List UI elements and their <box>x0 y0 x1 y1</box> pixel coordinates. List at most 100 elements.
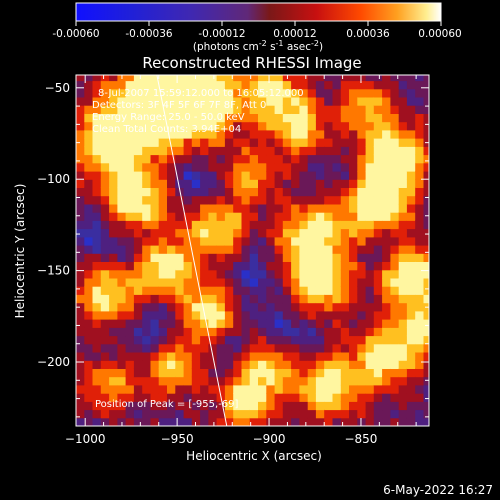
heatmap-cell <box>117 245 127 254</box>
heatmap-cell <box>92 327 102 337</box>
heatmap-cell <box>216 360 226 369</box>
heatmap-cell <box>406 162 416 172</box>
heatmap-cell <box>398 393 408 402</box>
heatmap-cell <box>241 310 251 320</box>
heatmap-cell <box>266 138 276 147</box>
heatmap-cell <box>92 88 102 98</box>
heatmap-cell <box>191 310 201 320</box>
heatmap-cell <box>76 179 85 188</box>
heatmap-cell <box>76 162 85 172</box>
heatmap-cell <box>117 294 127 304</box>
heatmap-cell <box>241 245 251 254</box>
heatmap-cell <box>84 277 94 287</box>
heatmap-cell <box>216 352 226 361</box>
heatmap-cell <box>76 253 85 262</box>
heatmap-cell <box>274 335 284 345</box>
heatmap-cell <box>100 393 110 402</box>
heatmap-cell <box>133 75 143 82</box>
heatmap-cell <box>324 277 334 287</box>
heatmap-cell <box>266 146 276 156</box>
heatmap-cell <box>109 417 118 426</box>
heatmap-cell <box>125 368 135 378</box>
heatmap-cell <box>208 376 218 386</box>
heatmap-cell <box>125 409 135 419</box>
heatmap-cell <box>274 228 284 238</box>
heatmap-cell <box>150 343 160 353</box>
heatmap-cell <box>133 245 143 254</box>
heatmap-cell <box>307 360 317 369</box>
heatmap-cell <box>365 261 375 271</box>
heatmap-cell <box>423 96 429 106</box>
heatmap-cell <box>415 360 425 369</box>
heatmap-cell <box>191 162 201 172</box>
heatmap-cell <box>183 319 193 328</box>
heatmap-cell <box>382 327 391 337</box>
heatmap-cell <box>125 261 135 271</box>
heatmap-cell <box>406 220 416 230</box>
heatmap-cell <box>76 129 85 139</box>
heatmap-cell <box>249 352 259 361</box>
heatmap-cell <box>332 261 342 271</box>
x-tick-label: −900 <box>253 432 286 446</box>
heatmap-cell <box>208 319 218 328</box>
heatmap-cell <box>100 368 110 378</box>
heatmap-cell <box>191 195 201 205</box>
heatmap-cell <box>200 261 209 271</box>
heatmap-cell <box>175 310 185 320</box>
heatmap-cell <box>357 212 367 221</box>
heatmap-cell <box>142 393 152 402</box>
heatmap-cell <box>349 310 358 320</box>
heatmap-cell <box>249 212 259 221</box>
heatmap-cell <box>92 376 102 386</box>
heatmap-cell <box>357 187 367 197</box>
heatmap-cell <box>307 384 317 394</box>
heatmap-cell <box>365 269 375 279</box>
heatmap-cell <box>167 310 176 320</box>
heatmap-cell <box>315 253 325 262</box>
heatmap-cell <box>258 269 267 279</box>
heatmap-cell <box>390 88 400 98</box>
heatmap-cell <box>340 409 350 419</box>
heatmap-cell <box>373 212 383 221</box>
heatmap-cell <box>125 179 135 188</box>
heatmap-cell <box>258 384 267 394</box>
heatmap-cell <box>291 228 300 238</box>
heatmap-cell <box>224 376 234 386</box>
heatmap-cell <box>332 277 342 287</box>
heatmap-cell <box>241 302 251 312</box>
heatmap-cell <box>249 146 259 156</box>
heatmap-cell <box>282 171 292 180</box>
heatmap-cell <box>340 261 350 271</box>
heatmap-cell <box>125 294 135 304</box>
heatmap-cell <box>406 352 416 361</box>
heatmap-cell <box>373 319 383 328</box>
heatmap-cell <box>224 245 234 254</box>
heatmap-cell <box>167 212 176 221</box>
heatmap-cell <box>224 352 234 361</box>
heatmap-cell <box>291 253 300 262</box>
colorbar-tick-label: -0.00012 <box>198 28 245 40</box>
heatmap-cell <box>307 105 317 114</box>
heatmap-cell <box>84 401 94 411</box>
heatmap-cell <box>175 88 185 98</box>
heatmap-cell <box>92 162 102 172</box>
heatmap-cell <box>357 121 367 131</box>
heatmap-cell <box>191 286 201 295</box>
heatmap-cell <box>340 368 350 378</box>
heatmap-cell <box>390 360 400 369</box>
heatmap-cell <box>324 302 334 312</box>
heatmap-cell <box>398 75 408 82</box>
heatmap-cell <box>200 376 209 386</box>
heatmap-cell <box>109 253 118 262</box>
heatmap-cell <box>224 228 234 238</box>
heatmap-cell <box>133 401 143 411</box>
heatmap-cell <box>349 384 358 394</box>
heatmap-cell <box>150 245 160 254</box>
heatmap-cell <box>183 393 193 402</box>
heatmap-cell <box>125 253 135 262</box>
heatmap-cell <box>150 294 160 304</box>
heatmap-cell <box>258 286 267 295</box>
heatmap-cell <box>406 236 416 246</box>
heatmap-cell <box>332 286 342 295</box>
heatmap-cell <box>92 261 102 271</box>
